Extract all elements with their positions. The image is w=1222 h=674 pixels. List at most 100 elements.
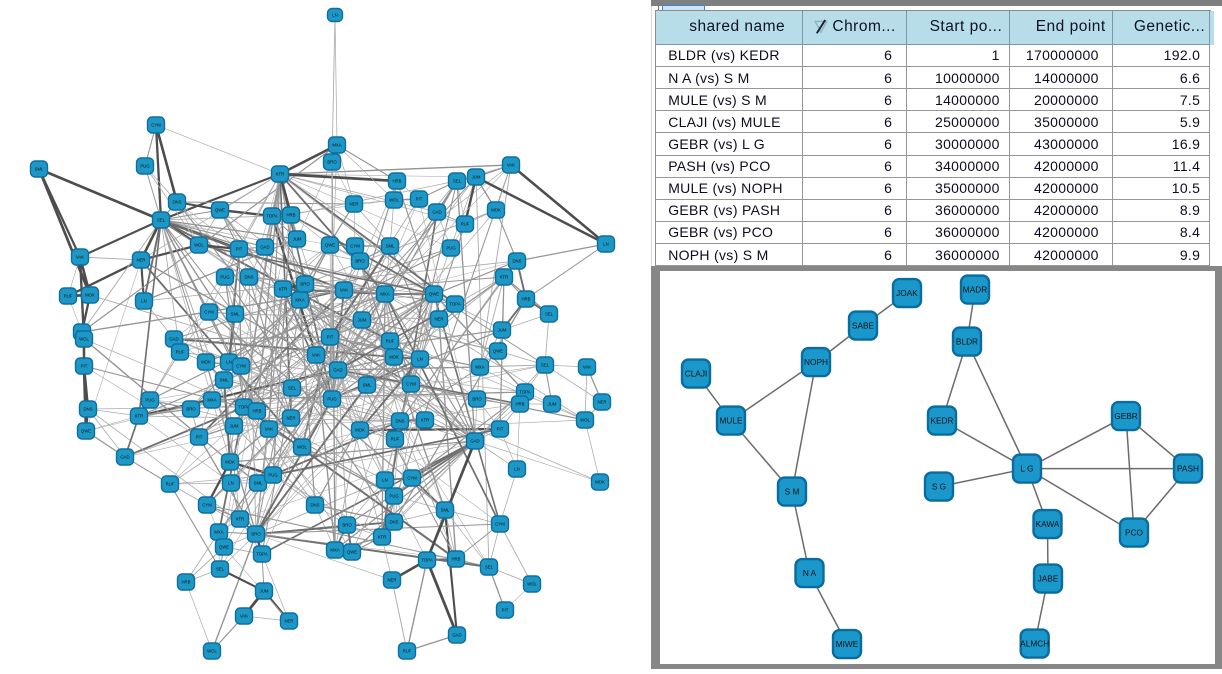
svg-text:DNS: DNS	[512, 259, 521, 264]
svg-text:LN: LN	[228, 481, 234, 486]
svg-text:NER: NER	[434, 317, 443, 322]
svg-text:KTR: KTR	[236, 517, 245, 522]
svg-text:CLAJI: CLAJI	[685, 369, 708, 379]
svg-text:CYM: CYM	[151, 123, 161, 128]
svg-text:PUG: PUG	[220, 275, 230, 280]
svg-text:BLDR: BLDR	[956, 337, 978, 347]
svg-text:TOPA: TOPA	[256, 552, 267, 557]
svg-text:TOPA: TOPA	[238, 405, 249, 410]
svg-text:HRB: HRB	[252, 409, 261, 414]
svg-text:WOL: WOL	[580, 418, 590, 423]
svg-text:VAK: VAK	[583, 365, 591, 370]
svg-text:LN: LN	[332, 13, 338, 18]
svg-text:PIT: PIT	[196, 435, 203, 440]
svg-text:PIT: PIT	[416, 197, 423, 202]
svg-text:VAK: VAK	[265, 427, 273, 432]
svg-text:TOPA: TOPA	[421, 558, 432, 563]
svg-text:MADR: MADR	[963, 285, 987, 295]
svg-text:JUM: JUM	[498, 328, 507, 333]
svg-text:HRB: HRB	[286, 213, 295, 218]
svg-text:RUF: RUF	[176, 350, 185, 355]
svg-text:SML: SML	[363, 383, 372, 388]
svg-text:PIT: PIT	[497, 427, 504, 432]
svg-text:BRO: BRO	[342, 523, 352, 528]
svg-text:MOK: MOK	[355, 428, 365, 433]
svg-text:SML: SML	[35, 167, 44, 172]
svg-text:JUM: JUM	[230, 424, 239, 429]
svg-text:SML: SML	[254, 481, 263, 486]
svg-text:RUF: RUF	[391, 437, 400, 442]
svg-text:GAD: GAD	[452, 633, 461, 638]
svg-text:JABE: JABE	[1038, 574, 1059, 584]
svg-text:PIT: PIT	[327, 335, 334, 340]
svg-text:PASH: PASH	[1177, 464, 1199, 474]
svg-text:NOPH: NOPH	[804, 357, 828, 367]
svg-text:MIWE: MIWE	[836, 639, 859, 649]
svg-text:GAD: GAD	[333, 368, 342, 373]
svg-text:SML: SML	[220, 378, 229, 383]
svg-text:JUM: JUM	[358, 318, 367, 323]
svg-text:SEL: SEL	[288, 386, 297, 391]
svg-text:GAD: GAD	[470, 439, 479, 444]
svg-text:DNS: DNS	[389, 520, 398, 525]
svg-text:VAK: VAK	[340, 288, 348, 293]
svg-text:DNS: DNS	[310, 503, 319, 508]
svg-text:RUF: RUF	[64, 294, 73, 299]
svg-text:GAD: GAD	[120, 455, 129, 460]
svg-text:PCO: PCO	[1125, 528, 1144, 538]
svg-text:CYM: CYM	[406, 382, 416, 387]
svg-text:PUG: PUG	[268, 473, 278, 478]
svg-text:WOL: WOL	[527, 582, 537, 587]
svg-text:KTR: KTR	[500, 275, 509, 280]
svg-text:HRB: HRB	[451, 557, 460, 562]
svg-text:QWE: QWE	[219, 545, 229, 550]
svg-text:BRO: BRO	[251, 532, 261, 537]
svg-text:SML: SML	[441, 508, 450, 513]
svg-text:RUF: RUF	[403, 649, 412, 654]
svg-text:SEL: SEL	[453, 179, 462, 184]
svg-text:N A: N A	[803, 568, 817, 578]
svg-text:NER: NER	[349, 202, 358, 207]
svg-text:MXA: MXA	[295, 298, 304, 303]
svg-text:VAK: VAK	[240, 614, 248, 619]
svg-text:S M: S M	[785, 487, 800, 497]
svg-text:LN: LN	[603, 242, 609, 247]
svg-text:PUG: PUG	[327, 397, 337, 402]
svg-text:TOPA: TOPA	[266, 214, 277, 219]
svg-text:CYM: CYM	[495, 522, 505, 527]
svg-text:BRO: BRO	[355, 259, 365, 264]
svg-text:KTR: KTR	[421, 418, 430, 423]
svg-text:SABE: SABE	[852, 321, 875, 331]
svg-text:MXA: MXA	[214, 530, 223, 535]
svg-text:LN: LN	[417, 357, 423, 362]
svg-text:HRB: HRB	[181, 580, 190, 585]
svg-text:GEBR: GEBR	[1114, 411, 1138, 421]
svg-text:HRB: HRB	[521, 297, 530, 302]
svg-text:SEL: SEL	[485, 565, 494, 570]
svg-text:MOK: MOK	[201, 360, 211, 365]
svg-text:NER: NER	[597, 400, 606, 405]
svg-text:JUM: JUM	[260, 589, 269, 594]
svg-text:BRO: BRO	[186, 407, 196, 412]
svg-text:PUG: PUG	[446, 246, 456, 251]
svg-text:GAD: GAD	[260, 245, 269, 250]
svg-text:JUM: JUM	[472, 175, 481, 180]
svg-text:DNS: DNS	[395, 419, 404, 424]
svg-text:PUG: PUG	[140, 164, 150, 169]
svg-text:PUG: PUG	[389, 494, 399, 499]
svg-text:KTR: KTR	[276, 172, 285, 177]
svg-text:KEDR: KEDR	[930, 416, 953, 426]
svg-text:RUF: RUF	[386, 339, 395, 344]
svg-text:SML: SML	[231, 312, 240, 317]
svg-text:TOPA: TOPA	[519, 390, 530, 395]
svg-text:NER: NER	[387, 578, 396, 583]
svg-text:JUM: JUM	[293, 237, 302, 242]
svg-text:DNS: DNS	[83, 407, 92, 412]
svg-text:QWE: QWE	[325, 243, 335, 248]
svg-text:BRO: BRO	[472, 397, 482, 402]
svg-text:VAK: VAK	[312, 353, 320, 358]
svg-text:RUF: RUF	[461, 222, 470, 227]
svg-text:SEL: SEL	[545, 312, 554, 317]
svg-text:KAWA: KAWA	[1035, 519, 1059, 529]
svg-text:ALMCH: ALMCH	[1020, 639, 1049, 649]
